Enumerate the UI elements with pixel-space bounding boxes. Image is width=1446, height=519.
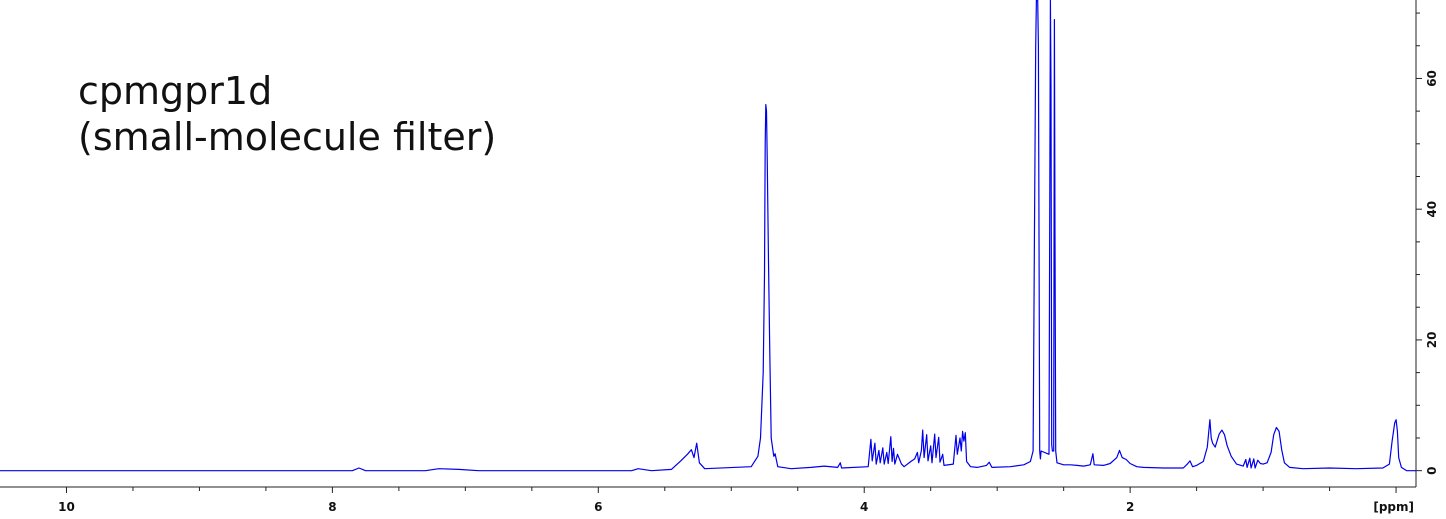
y-tick-label: 20 bbox=[1425, 332, 1439, 349]
x-axis-unit-label: [ppm] bbox=[1373, 500, 1414, 514]
y-axis: 0 20 40 60 bbox=[1416, 12, 1439, 475]
y-tick-label: 60 bbox=[1425, 70, 1439, 87]
annotation-line-2: (small-molecule filter) bbox=[78, 115, 497, 159]
x-tick-label: 6 bbox=[594, 500, 602, 514]
spectrum-line-0 bbox=[0, 0, 1416, 472]
spectrum-series bbox=[0, 0, 1416, 472]
x-tick-label: 2 bbox=[1126, 500, 1134, 514]
y-tick-label: 0 bbox=[1425, 466, 1439, 474]
spectrum-annotation: cpmgpr1d (small-molecule filter) bbox=[78, 68, 496, 160]
x-tick-label: 10 bbox=[58, 500, 75, 514]
plot-frame bbox=[0, 0, 1417, 488]
y-tick-label: 40 bbox=[1425, 201, 1439, 218]
x-axis: 10 8 6 4 2 bbox=[58, 487, 1397, 514]
annotation-line-1: cpmgpr1d bbox=[78, 69, 273, 113]
x-tick-label: 4 bbox=[860, 500, 868, 514]
x-tick-label: 8 bbox=[328, 500, 336, 514]
